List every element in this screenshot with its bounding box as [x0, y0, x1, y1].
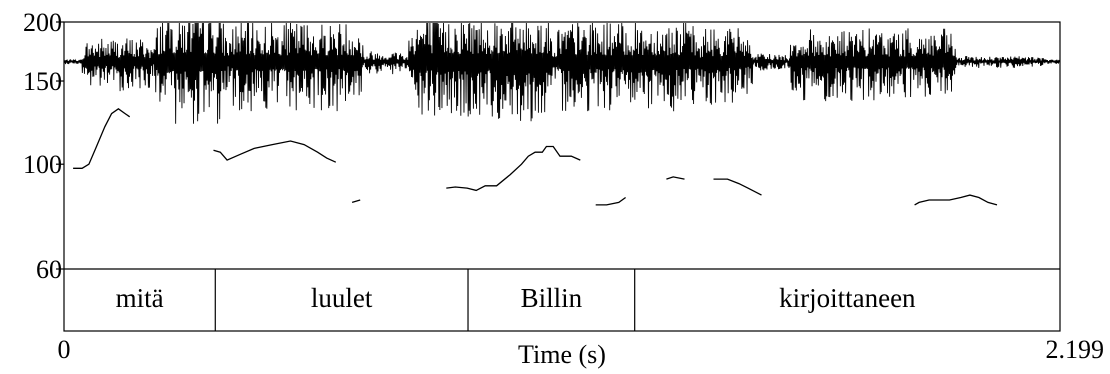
y-tick-label: 60	[36, 255, 62, 284]
pitch-contour	[73, 108, 131, 169]
pitch-contour	[666, 176, 685, 180]
pitch-contour	[595, 196, 626, 206]
word-label: mitä	[116, 283, 164, 313]
waveform-trace	[63, 22, 1061, 124]
pitch-contour	[213, 140, 337, 163]
waveform-layer	[63, 22, 1061, 124]
pitch-contour	[446, 145, 581, 192]
word-label: luulet	[311, 283, 373, 313]
pitch-contour	[713, 178, 762, 196]
x-tick-end: 2.199	[1046, 335, 1105, 364]
x-tick-start: 0	[58, 335, 71, 364]
y-tick-label: 200	[23, 8, 62, 37]
plot-frame	[63, 21, 1061, 332]
y-tick-label: 150	[23, 67, 62, 96]
word-label: kirjoittaneen	[779, 283, 916, 313]
pitch-layer	[73, 108, 998, 206]
y-ticks: 200 150 100 60	[23, 8, 64, 284]
word-label: Billin	[521, 283, 583, 313]
pitch-contour	[351, 199, 361, 204]
y-tick-label: 100	[23, 150, 62, 179]
pitch-contour	[914, 194, 998, 206]
word-tier: mitä luulet Billin kirjoittaneen	[116, 269, 916, 331]
x-axis-label: Time (s)	[518, 340, 606, 369]
